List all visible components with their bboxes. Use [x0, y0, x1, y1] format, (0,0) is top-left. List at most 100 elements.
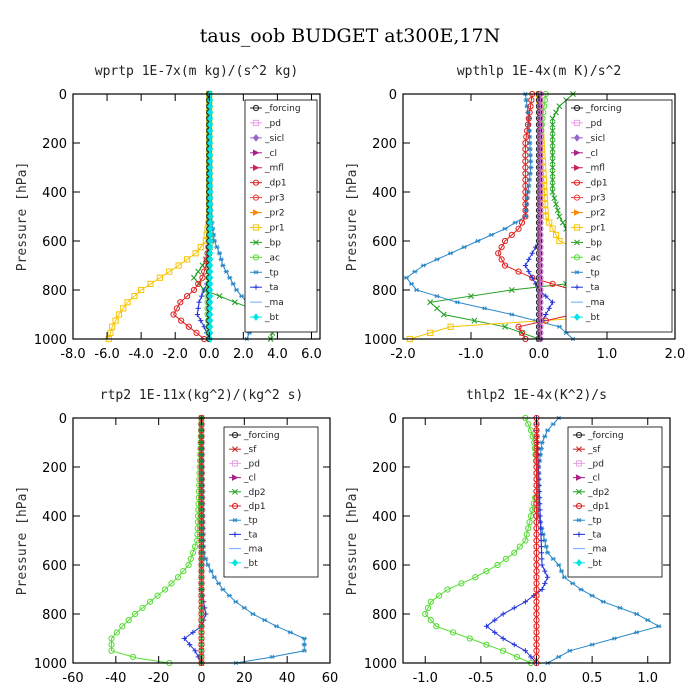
data-point	[537, 244, 544, 251]
data-point	[545, 574, 551, 580]
data-point	[301, 642, 307, 647]
data-point	[533, 537, 540, 544]
y-tick-label: 0	[59, 412, 67, 427]
data-point	[537, 158, 544, 165]
data-point	[223, 269, 229, 274]
data-point	[427, 598, 434, 605]
data-point	[549, 140, 556, 146]
data-point	[488, 232, 494, 238]
data-point	[198, 445, 205, 452]
data-point	[216, 581, 222, 586]
data-point	[112, 317, 119, 324]
data-point	[198, 463, 205, 471]
legend-marker	[573, 179, 581, 186]
data-point	[533, 549, 540, 556]
data-point	[533, 506, 540, 513]
y-tick-label: 600	[372, 559, 397, 574]
y-tick-label: 400	[42, 510, 67, 525]
data-point	[500, 647, 507, 654]
data-point	[202, 605, 208, 611]
legend-label: _pr1	[264, 223, 285, 233]
legend-marker	[252, 134, 260, 142]
data-point	[147, 280, 154, 287]
data-point	[198, 482, 205, 489]
data-point	[198, 617, 205, 624]
data-point	[198, 457, 205, 464]
data-point	[208, 568, 214, 574]
y-tick-label: 800	[42, 284, 67, 299]
data-point	[533, 574, 540, 581]
data-point	[173, 305, 181, 312]
y-tick-label: 0	[389, 412, 397, 427]
data-point	[508, 287, 515, 293]
data-point	[553, 201, 559, 208]
legend-label: _forcing	[264, 104, 301, 114]
data-point	[132, 610, 139, 618]
x-tick-label: 20	[236, 671, 253, 686]
series-forcing	[198, 414, 205, 667]
legend-label: _pr3	[585, 194, 606, 204]
data-point	[537, 213, 544, 220]
legend-label: _ma	[585, 298, 605, 308]
data-point	[109, 323, 116, 330]
data-point	[537, 317, 544, 324]
data-point	[589, 593, 595, 598]
x-tick-label: -2.0	[163, 347, 188, 362]
data-point	[556, 237, 563, 245]
x-tick-label: -4.0	[128, 347, 153, 362]
data-point	[549, 115, 556, 122]
data-point	[198, 610, 205, 618]
data-point	[198, 574, 205, 581]
data-point	[526, 519, 533, 526]
legend-marker	[576, 488, 582, 495]
series-pr1	[105, 90, 213, 343]
data-point	[522, 139, 529, 147]
data-point	[550, 421, 556, 427]
data-point	[523, 133, 530, 140]
data-point	[522, 195, 529, 202]
legend-label: _sicl	[585, 134, 605, 144]
data-point	[522, 164, 529, 171]
data-point	[549, 121, 556, 128]
data-point	[131, 293, 138, 300]
legend-marker	[252, 313, 260, 321]
data-point	[611, 636, 617, 641]
data-point	[185, 561, 192, 569]
data-point	[537, 164, 544, 171]
y-tick-label: 200	[42, 461, 67, 476]
data-point	[537, 176, 544, 183]
data-point	[197, 244, 204, 251]
data-point	[509, 312, 515, 317]
chart-panel-3: rtp2 1E-11x(kg^2)/(kg^2 s) Pressure [hPa]…	[15, 388, 338, 686]
data-point	[634, 630, 640, 635]
data-point	[570, 581, 576, 586]
data-point	[408, 281, 415, 287]
data-point	[533, 561, 540, 569]
data-point	[166, 268, 173, 275]
x-tick-label: -2.0	[390, 347, 415, 362]
legend-label: _tp	[243, 516, 258, 526]
data-point	[198, 586, 205, 593]
data-point	[241, 605, 247, 611]
legend-label: _cl	[585, 149, 598, 159]
x-tick-label: 0	[197, 671, 205, 686]
y-tick-label: 600	[42, 559, 67, 574]
legend-label: _pr3	[264, 194, 285, 204]
data-point	[537, 274, 544, 281]
y-axis-label: Pressure [hPa]	[345, 486, 360, 596]
legend-marker	[232, 446, 238, 453]
legend-marker	[573, 194, 581, 201]
data-point	[529, 250, 535, 256]
data-point	[198, 635, 205, 642]
x-tick-label: 2.0	[233, 347, 254, 362]
data-point	[533, 604, 540, 611]
x-tick-label: 0.0	[529, 347, 550, 362]
data-point	[522, 207, 529, 214]
legend-marker	[574, 284, 580, 290]
legend-marker	[575, 460, 583, 467]
data-point	[528, 165, 534, 170]
x-tick-label: -0.5	[468, 671, 493, 686]
data-point	[533, 512, 540, 520]
data-point	[198, 580, 205, 587]
data-point	[522, 182, 529, 189]
